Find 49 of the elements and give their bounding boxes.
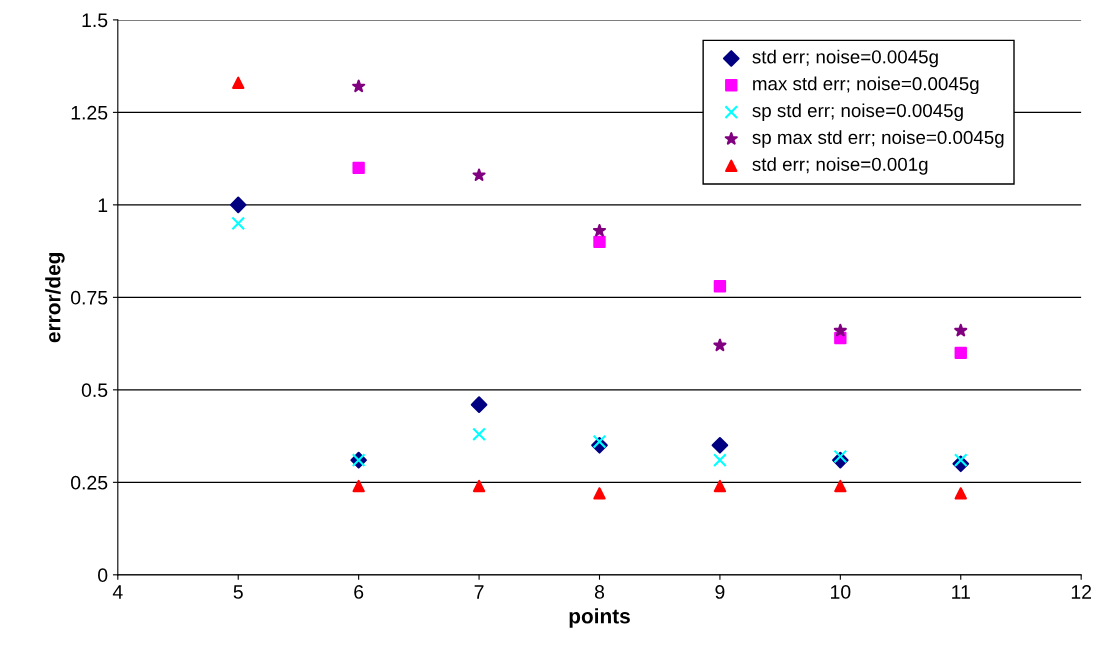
point [833, 449, 848, 464]
point [352, 161, 365, 175]
x-tick-label: 6 [354, 585, 364, 599]
y-tick-label: 1.5 [82, 13, 108, 28]
x-tick-label: 7 [474, 585, 484, 599]
legend-label: sp max std err; noise=0.0045g [752, 130, 1004, 148]
y-axis-title: error/deg [45, 253, 65, 343]
y-tick-label: 1 [98, 198, 108, 212]
x-tick-label: 12 [1071, 585, 1092, 599]
y-tick-label: 1.25 [71, 105, 108, 120]
point [593, 235, 606, 249]
point [592, 434, 607, 449]
legend-label: std err; noise=0.001g [752, 157, 928, 175]
point [472, 479, 486, 493]
point [954, 346, 967, 360]
point [713, 453, 727, 467]
x-tick-label: 8 [594, 585, 605, 599]
point [711, 437, 729, 454]
point [592, 223, 607, 237]
point [954, 487, 967, 500]
x-tick-label: 10 [831, 585, 851, 599]
point [833, 323, 847, 337]
legend-label: sp std err; noise=0.0045g [752, 103, 963, 121]
point [953, 453, 968, 467]
x-axis-title: points [569, 608, 630, 628]
x-tick-label: 4 [112, 585, 123, 599]
y-tick-label: 0.25 [71, 475, 108, 490]
point [229, 196, 247, 214]
point [352, 79, 366, 93]
point [713, 338, 727, 352]
point [713, 280, 727, 293]
point [232, 76, 245, 89]
point [593, 487, 606, 500]
x-tick-label: 9 [715, 585, 725, 599]
legend-label: max std err; noise=0.0045g [753, 76, 979, 95]
x-tick-label: 11 [952, 585, 970, 599]
point [352, 479, 365, 493]
point [231, 216, 246, 231]
point [472, 168, 486, 182]
point [470, 396, 488, 413]
point [834, 479, 847, 493]
point [472, 427, 486, 442]
y-tick-label: 0 [98, 568, 108, 583]
y-tick-label: 0.75 [71, 290, 108, 305]
y-tick-label: 0.5 [81, 383, 108, 398]
point [954, 323, 968, 337]
legend-label: std err; noise=0.0045g [752, 49, 938, 68]
point [713, 479, 727, 493]
x-tick-label: 5 [233, 585, 243, 599]
